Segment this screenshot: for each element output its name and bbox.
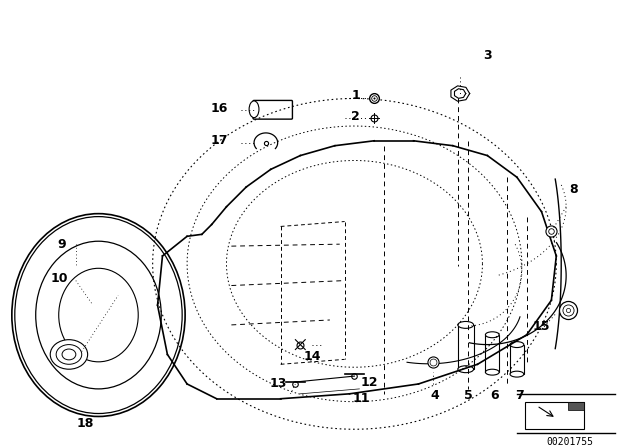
Ellipse shape [249,101,259,118]
Bar [485,335,499,372]
Text: 2: 2 [351,110,360,123]
Ellipse shape [458,322,474,328]
Ellipse shape [458,366,474,373]
Text: 1: 1 [351,89,360,102]
Ellipse shape [485,332,499,338]
Text: 16: 16 [211,102,228,115]
Text: 18: 18 [77,417,94,430]
Text: 8: 8 [570,182,579,195]
Text: 3: 3 [483,49,492,62]
Text: 17: 17 [211,134,228,147]
Text: 7: 7 [515,389,524,402]
Text: 4: 4 [431,389,440,402]
Ellipse shape [12,214,185,417]
Ellipse shape [62,349,76,360]
Ellipse shape [510,342,524,348]
Text: 12: 12 [360,375,378,388]
Text: 5: 5 [464,389,473,402]
Text: 9: 9 [58,238,67,251]
Text: 6: 6 [490,389,499,402]
Ellipse shape [36,241,161,389]
Text: 13: 13 [270,378,287,391]
Polygon shape [568,402,584,409]
Text: 10: 10 [51,272,68,285]
Ellipse shape [15,216,182,414]
Bar [510,345,524,374]
Ellipse shape [510,371,524,377]
Bar [458,325,474,369]
Ellipse shape [56,345,82,364]
Bar [525,402,584,429]
Ellipse shape [485,369,499,375]
Text: 11: 11 [353,392,370,405]
Ellipse shape [50,340,88,369]
Text: 14: 14 [303,350,321,363]
Ellipse shape [59,268,138,362]
FancyBboxPatch shape [253,100,292,119]
Text: 15: 15 [532,320,550,333]
Text: 00201755: 00201755 [547,437,593,447]
